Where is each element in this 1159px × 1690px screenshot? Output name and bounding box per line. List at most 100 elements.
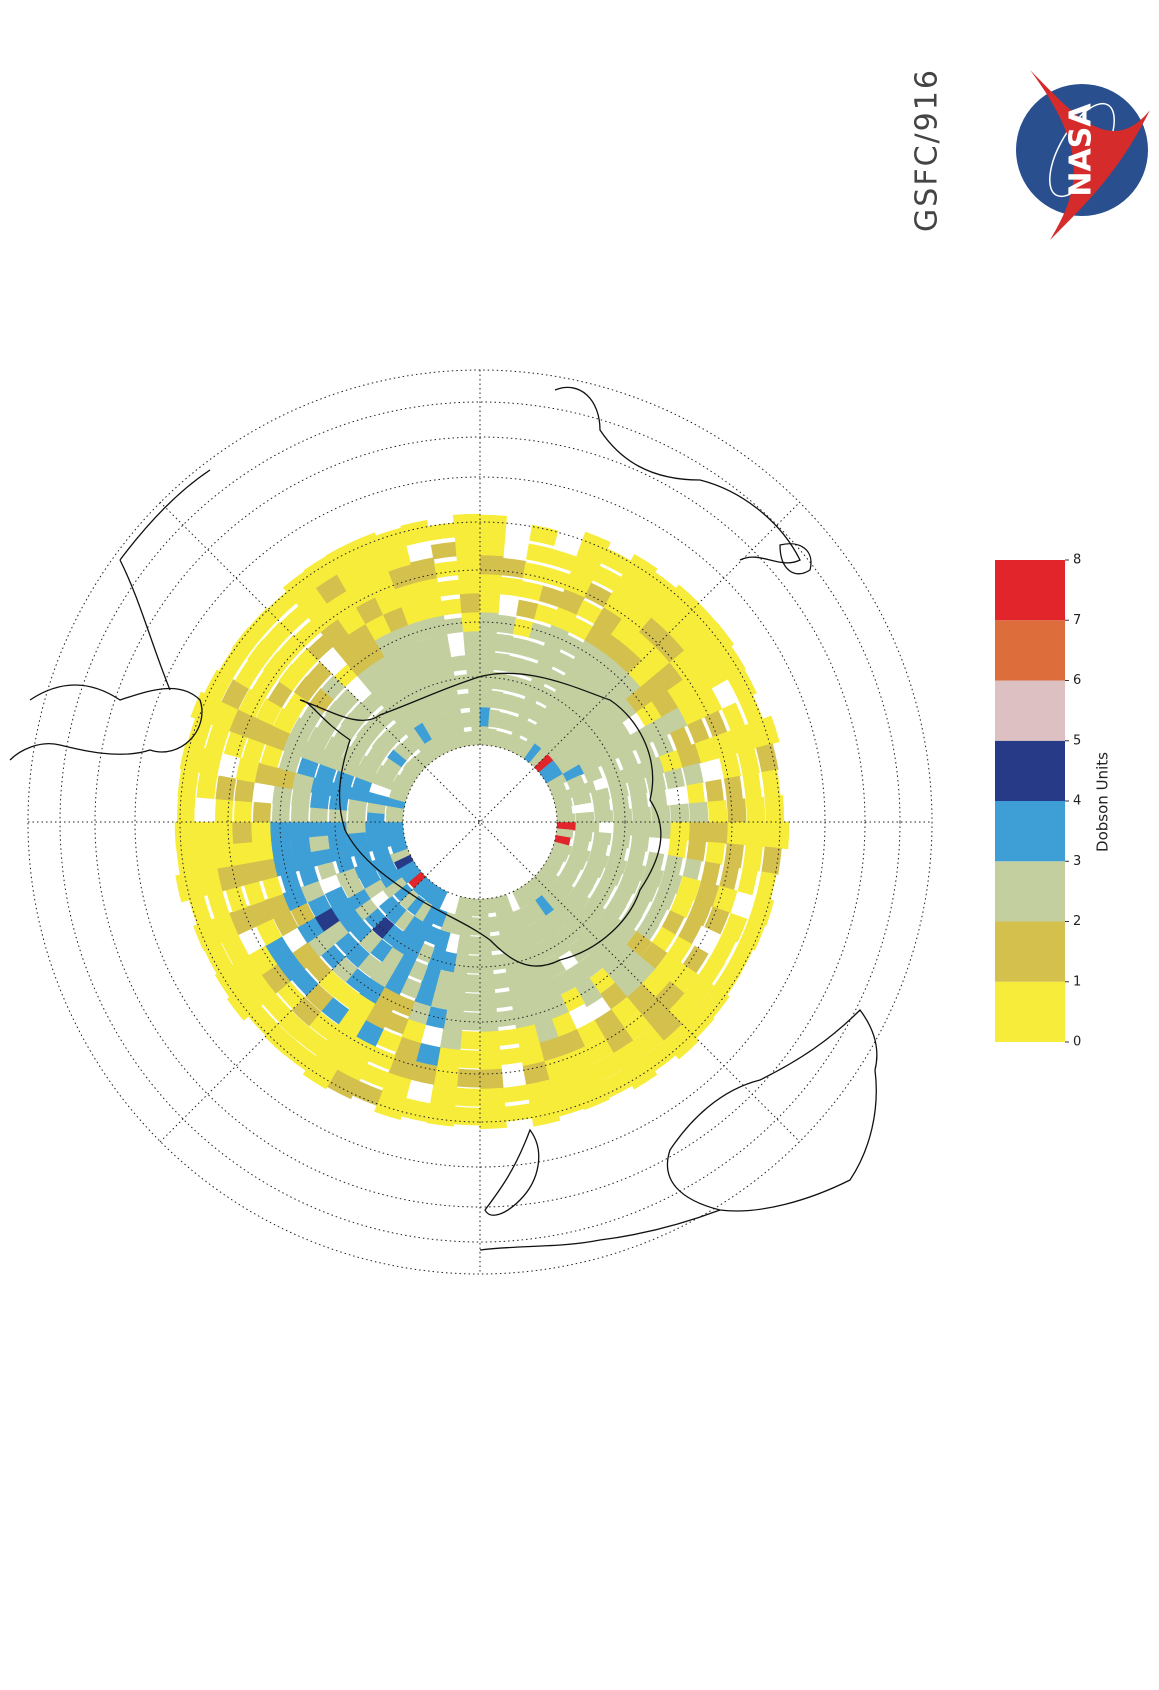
ozone-cell (384, 822, 403, 830)
ozone-cell (177, 847, 199, 875)
ozone-cell (430, 1085, 456, 1107)
header-label: GSFC/916 (910, 68, 945, 232)
ozone-cell (480, 591, 500, 613)
ozone-cell (253, 802, 271, 822)
ozone-cell (756, 744, 778, 773)
new-zealand (485, 1130, 539, 1215)
ozone-cell (595, 810, 613, 822)
ozone-cell (480, 610, 499, 632)
ozone-cell (687, 840, 706, 861)
colorbar-tick-label: 0 (1073, 1035, 1081, 1050)
ozone-cell (502, 558, 526, 578)
ozone-cell (762, 847, 782, 875)
ozone-cell (632, 807, 651, 822)
ozone-cell (720, 865, 739, 890)
ozone-cell (480, 534, 505, 556)
ozone-cell (701, 862, 720, 885)
ozone-cell (480, 553, 503, 575)
ozone-cell (480, 515, 507, 537)
ozone-cell (329, 809, 346, 822)
ozone-cell (631, 793, 648, 809)
ozone-cell (743, 773, 762, 799)
ozone-cell (480, 974, 495, 995)
south-america (120, 470, 210, 690)
colorbar-tick-label: 4 (1073, 794, 1081, 809)
ozone-cell (480, 1012, 498, 1033)
ozone-cell (480, 648, 495, 670)
ozone-cell (576, 812, 594, 822)
ozone-cell (189, 896, 211, 925)
ozone-cell (310, 807, 327, 822)
ozone-cell (500, 577, 523, 596)
ozone-cell (706, 842, 725, 865)
ozone-cell (270, 822, 290, 840)
ozone-cell (401, 1098, 430, 1122)
ozone-cell (308, 822, 328, 837)
ozone-cell (493, 973, 509, 989)
ozone-cell (457, 1069, 480, 1087)
australia (667, 1010, 876, 1211)
ozone-cell (216, 776, 236, 801)
ozone-cell (683, 763, 704, 785)
ozone-cell (252, 840, 273, 861)
colorbar-title: Dobson Units (1094, 752, 1112, 852)
ozone-cell (480, 1050, 502, 1072)
ozone-cell (738, 749, 760, 776)
ozone-cell (720, 754, 741, 779)
ozone-cell (612, 796, 629, 810)
ozone-cell (251, 822, 271, 842)
ozone-cell (271, 839, 292, 859)
colorbar-segment (995, 801, 1065, 861)
ozone-cell (178, 769, 198, 797)
ozone-cell (765, 822, 789, 849)
ozone-cell (490, 935, 503, 951)
ozone-cell (469, 937, 481, 955)
ozone-cell (235, 779, 255, 802)
ozone-cell (738, 868, 758, 895)
ozone-cell (668, 839, 687, 858)
ozone-cell (492, 954, 506, 970)
logo-text: NASA (1064, 103, 1099, 197)
ozone-cell (480, 1107, 507, 1129)
ozone-cell (290, 837, 310, 855)
ozone-cell (765, 796, 784, 823)
ozone-cell (309, 835, 329, 852)
ozone-cell (454, 675, 468, 691)
colorbar-tick-label: 7 (1073, 613, 1081, 628)
ozone-cell (480, 667, 494, 688)
ozone-cell (431, 542, 457, 559)
ozone-cell (460, 1031, 480, 1049)
ozone-cell (557, 814, 575, 822)
ozone-cell (232, 822, 252, 844)
ozone-cell (208, 891, 230, 918)
ozone-cell (196, 845, 218, 871)
ozone-cell (724, 776, 742, 800)
ozone-cell (365, 822, 384, 832)
ozone-cell (291, 806, 308, 822)
ozone-cell (401, 520, 431, 545)
ozone-cell (480, 1088, 505, 1110)
ozone-cell (480, 629, 497, 651)
ozone-cell (480, 572, 502, 594)
coast (480, 1210, 720, 1250)
colorbar-tick-label: 6 (1073, 673, 1081, 688)
south-america (10, 685, 202, 760)
ozone-cell (497, 615, 516, 634)
ozone-cell (497, 1010, 516, 1027)
ozone-cell (480, 899, 489, 920)
ozone-cell (226, 886, 247, 912)
ozone-cell (743, 845, 763, 871)
page: GSFC/916 NASA 012345678 Dobson Units (0, 0, 1159, 1690)
ozone-cell (215, 844, 236, 869)
ozone-cell (480, 993, 497, 1014)
colorbar-segment (995, 861, 1065, 921)
ozone-cell (467, 956, 480, 974)
ozone-cell (438, 580, 460, 597)
ozone-cell (454, 1107, 480, 1125)
ozone-cell (427, 1104, 455, 1127)
ozone-cell (505, 1104, 532, 1122)
polar-gap (403, 745, 557, 899)
ozone-cell (437, 1048, 460, 1070)
ozone-cell (197, 773, 217, 799)
map: GSFC/916 NASA 012345678 Dobson Units (0, 0, 1159, 1690)
